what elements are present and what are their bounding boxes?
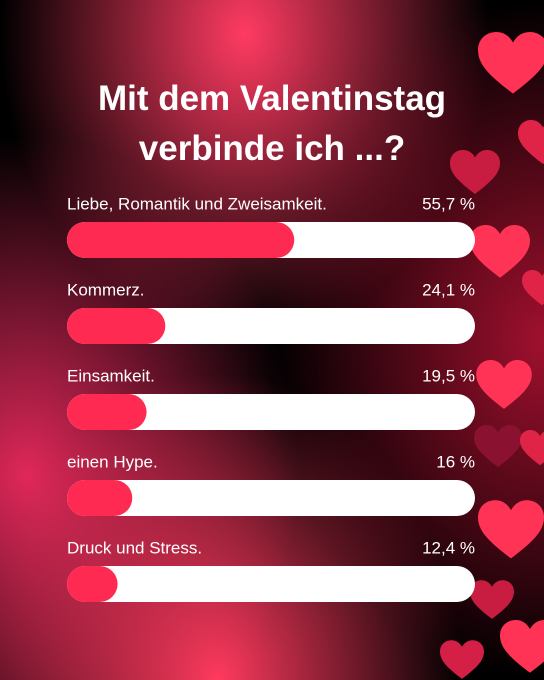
bar-track [67,566,475,602]
category-label: Liebe, Romantik und Zweisamkeit. [67,194,327,213]
value-label: 24,1 % [422,280,475,299]
value-label: 16 % [436,452,475,471]
bar [67,566,118,602]
category-label: Druck und Stress. [67,538,202,557]
bar [67,394,147,430]
bar-track [67,480,475,516]
category-label: Kommerz. [67,280,144,299]
chart-title: Mit dem Valentinstag verbinde ich ...? [97,79,447,168]
bar-track [67,308,475,344]
bar-track [67,394,475,430]
bar [67,222,295,258]
value-label: 55,7 % [422,194,475,213]
value-label: 19,5 % [422,366,475,385]
category-label: Einsamkeit. [67,366,155,385]
category-label: einen Hype. [67,452,158,471]
value-label: 12,4 % [422,538,475,557]
bar [67,480,133,516]
bar [67,308,166,344]
